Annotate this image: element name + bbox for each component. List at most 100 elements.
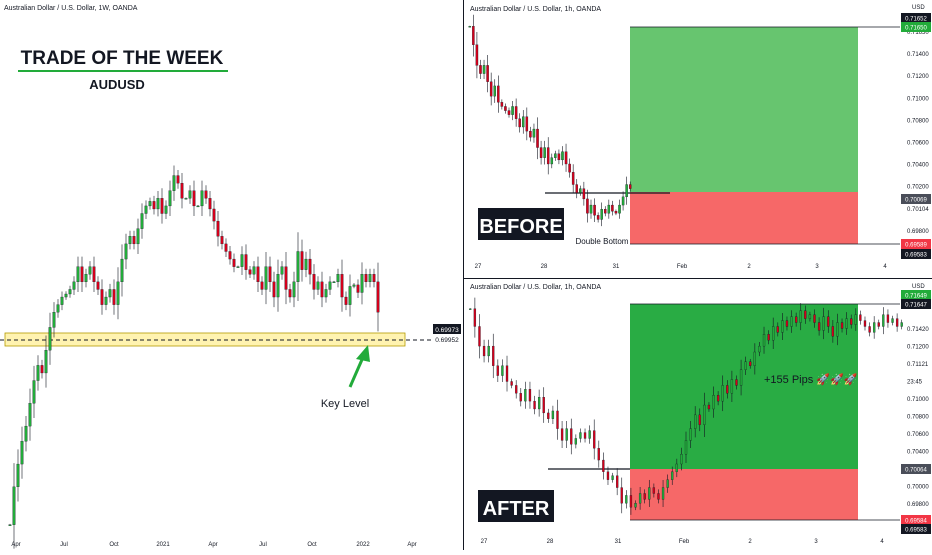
weekly-candle xyxy=(80,256,84,292)
after-candle xyxy=(808,311,812,322)
after-candle xyxy=(574,434,578,449)
weekly-candle xyxy=(160,188,164,224)
after-candle xyxy=(528,381,532,409)
weekly-candle xyxy=(304,251,308,278)
after-x-tick: 27 xyxy=(481,539,488,545)
weekly-x-tick: 2022 xyxy=(356,542,370,548)
double-bottom-annotation: Double Bottom xyxy=(576,237,629,246)
after-candle xyxy=(487,339,490,363)
weekly-candle xyxy=(216,211,220,247)
after-candle xyxy=(877,319,880,330)
weekly-candle xyxy=(116,267,120,320)
weekly-candle xyxy=(152,195,156,215)
weekly-candle xyxy=(120,244,124,297)
before-candle xyxy=(514,98,518,127)
before-price-tag: 0.71650 xyxy=(901,22,931,32)
weekly-candle xyxy=(228,245,232,265)
after-candle xyxy=(524,381,527,409)
after-price-tag: 0.71649 xyxy=(901,290,931,300)
after-candle xyxy=(712,386,715,418)
after-candle xyxy=(469,308,472,310)
before-x-axis: 27 28 31 Feb 2 3 4 xyxy=(475,264,888,270)
after-candle xyxy=(772,317,775,350)
before-candle xyxy=(529,126,532,142)
weekly-candle xyxy=(148,197,152,210)
before-candle xyxy=(561,146,564,166)
after-candle xyxy=(638,487,642,510)
before-candle xyxy=(504,103,507,114)
after-y-tick-right: 0.70600 xyxy=(907,432,929,438)
weekly-candle xyxy=(288,283,292,303)
weekly-candle xyxy=(136,218,140,254)
before-candle xyxy=(507,107,511,118)
weekly-candle xyxy=(32,365,36,418)
before-price-tags: 0.71652 0.71650 0.70069 0.69589 0.69583 xyxy=(901,13,931,259)
before-candle xyxy=(539,140,543,165)
after-candle xyxy=(620,477,623,514)
svg-text:0.71650: 0.71650 xyxy=(905,26,927,32)
subheadline: AUDUSD xyxy=(89,77,145,92)
after-candle xyxy=(703,392,706,438)
weekly-candle xyxy=(208,190,212,217)
after-chart-title: Australian Dollar / U.S. Dollar, 1h, OAN… xyxy=(470,284,601,291)
after-candle xyxy=(744,356,747,375)
weekly-candle xyxy=(324,283,328,303)
before-y-tick-right: 0.70200 xyxy=(907,185,929,191)
after-candle xyxy=(767,330,770,345)
before-x-tick: Feb xyxy=(677,264,688,270)
before-candles xyxy=(468,14,632,227)
weekly-candle xyxy=(56,299,60,318)
after-y-tick-right: 0.70800 xyxy=(907,415,929,421)
weekly-candle xyxy=(192,180,196,217)
after-candle xyxy=(593,419,596,460)
before-candle xyxy=(518,113,521,133)
before-y-tick-right: 0.70104 xyxy=(907,207,929,213)
weekly-candle xyxy=(180,173,184,209)
after-y-tick-right: 0.70400 xyxy=(907,450,929,456)
after-candle xyxy=(606,466,610,485)
after-candle xyxy=(900,319,903,330)
after-candle xyxy=(629,487,633,515)
before-y-tick-right: 0.70400 xyxy=(907,163,929,169)
before-currency-right: USD xyxy=(912,5,925,11)
before-x-tick: 27 xyxy=(475,264,482,270)
before-chart-title: Australian Dollar / U.S. Dollar, 1h, OAN… xyxy=(470,6,601,13)
svg-text:0.70064: 0.70064 xyxy=(905,468,927,474)
weekly-candle xyxy=(64,291,68,300)
weekly-candle xyxy=(40,359,44,379)
weekly-candle xyxy=(168,180,172,217)
weekly-candle xyxy=(316,276,320,295)
after-candle xyxy=(537,389,541,417)
weekly-x-tick: Jul xyxy=(259,542,267,548)
after-candle xyxy=(845,312,848,335)
weekly-candle xyxy=(300,239,304,282)
after-candle xyxy=(735,375,738,390)
weekly-candle xyxy=(312,264,316,300)
after-candle xyxy=(794,312,798,327)
before-candle xyxy=(472,14,475,57)
after-candle xyxy=(753,343,756,375)
before-candle xyxy=(486,54,489,93)
before-candle xyxy=(589,199,593,219)
after-candle xyxy=(716,391,720,406)
weekly-candle xyxy=(24,416,28,452)
after-candle xyxy=(551,405,555,425)
before-candle xyxy=(468,25,472,28)
weekly-candle xyxy=(256,256,260,292)
after-candle xyxy=(570,418,573,455)
before-label-box xyxy=(478,208,564,240)
after-candle xyxy=(804,305,807,324)
svg-text:0.71647: 0.71647 xyxy=(905,303,927,309)
after-currency-right: USD xyxy=(912,284,925,290)
after-profit-zone xyxy=(630,304,858,469)
weekly-candle xyxy=(252,261,256,280)
weekly-candle xyxy=(16,449,20,502)
key-level-label: 0.69973 xyxy=(435,327,459,334)
after-candle xyxy=(831,320,835,343)
after-candle xyxy=(675,458,678,478)
after-candle xyxy=(689,421,692,449)
weekly-candle xyxy=(296,232,300,302)
after-candle xyxy=(799,303,802,331)
after-candle xyxy=(588,425,591,444)
after-loss-zone xyxy=(630,469,858,520)
